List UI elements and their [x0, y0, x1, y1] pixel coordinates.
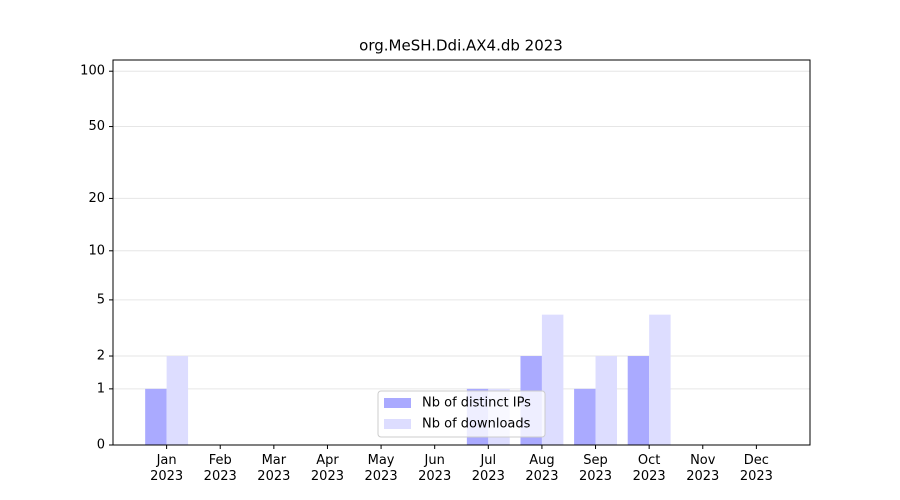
y-tick-label: 0: [97, 438, 105, 453]
y-tick-label: 50: [88, 119, 105, 134]
bar: [166, 356, 189, 445]
x-tick-label: Nov 2023: [686, 453, 720, 484]
y-tick-label: 100: [80, 64, 105, 79]
x-tick-label: Dec 2023: [739, 453, 773, 484]
x-tick-label: Jul 2023: [471, 453, 505, 484]
x-tick-label: Jun 2023: [418, 453, 452, 484]
legend-label: Nb of distinct IPs: [422, 396, 531, 411]
x-tick-label: Aug 2023: [525, 453, 559, 484]
legend-swatch: [384, 398, 411, 408]
y-tick-label: 5: [97, 292, 105, 307]
y-tick-label: 2: [97, 349, 105, 364]
x-tick-label: Apr 2023: [310, 453, 344, 484]
x-tick-label: May 2023: [364, 453, 398, 484]
y-tick-label: 10: [88, 243, 105, 258]
bar: [145, 388, 167, 445]
bar: [541, 314, 564, 445]
y-tick-label: 1: [97, 381, 105, 396]
chart-title: org.MeSH.Ddi.AX4.db 2023: [359, 37, 563, 55]
x-tick-label: Jan 2023: [150, 453, 184, 484]
x-tick-label: Sep 2023: [578, 453, 613, 484]
bar: [574, 388, 596, 445]
legend-box: [377, 390, 546, 438]
y-tick-label: 20: [88, 191, 105, 206]
x-tick-label: Oct 2023: [632, 453, 666, 484]
plot-frame: [112, 59, 811, 446]
bar: [627, 356, 650, 445]
legend-label: Nb of downloads: [422, 417, 531, 432]
legend: Nb of distinct IPs Nb of downloads: [377, 390, 546, 438]
x-tick-label: Mar 2023: [257, 453, 291, 484]
bar: [649, 314, 671, 445]
legend-swatch: [384, 419, 411, 429]
bar: [595, 356, 617, 445]
x-tick-label: Feb 2023: [203, 453, 237, 484]
